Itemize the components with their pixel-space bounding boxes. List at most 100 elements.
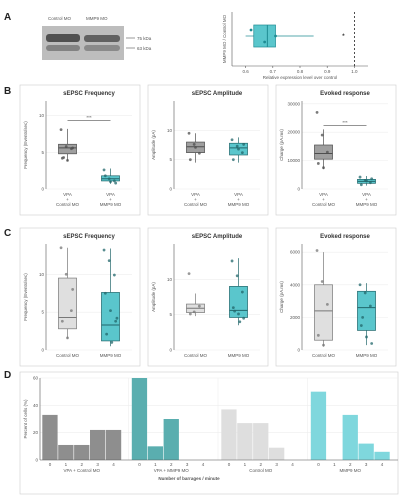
y-axis-label: MMP9 MO / Control MO: [222, 14, 227, 63]
chart-a-expression: 0.6 0.7 0.8 0.9 1.0 Relative expression level…: [222, 12, 368, 80]
data-point: [114, 319, 118, 323]
x-tick-label: 0: [138, 462, 141, 467]
blot-band-mmp9-75: [84, 35, 120, 42]
data-point: [194, 145, 197, 149]
significance-stars: ***: [342, 120, 348, 125]
y-tick-label: 10000: [287, 158, 300, 163]
data-point: [316, 333, 320, 337]
bar: [105, 429, 122, 460]
box-iqr: [58, 277, 77, 330]
y-axis-label: Frequency (Events/sec): [23, 273, 28, 321]
data-point: [109, 309, 112, 313]
x-category-label: MMP9 MO: [356, 202, 378, 207]
x-tick-label: 2: [80, 462, 83, 467]
data-point: [361, 315, 365, 319]
chart-c-frequency: sEPSC Frequency 0 5 10 Frequency (Events/sec…: [19, 227, 141, 367]
data-point: [64, 272, 68, 276]
x-category-label: VPA: [191, 192, 200, 197]
blot-band-mmp9-63: [84, 45, 120, 51]
bar: [269, 447, 285, 460]
x-category-label: VPA: [362, 192, 371, 197]
data-point: [237, 147, 240, 151]
x-category-label: +: [194, 197, 197, 202]
data-point: [235, 274, 239, 278]
data-point: [231, 306, 235, 309]
x-tick-label: 3: [275, 462, 278, 467]
data-point: [188, 158, 192, 162]
y-tick-label: 2000: [290, 315, 301, 320]
x-tick-label: 1: [333, 462, 336, 467]
x-tick-label: 4: [202, 462, 205, 467]
data-point: [69, 309, 73, 313]
x-category-label: VPA: [319, 192, 328, 197]
panel-frame: [275, 227, 397, 367]
panel-label-b: B: [4, 86, 11, 97]
data-point: [66, 336, 69, 340]
data-point: [197, 304, 201, 308]
y-tick-label: 5: [41, 310, 44, 315]
data-point: [240, 290, 244, 294]
y-tick-label: 0: [297, 187, 300, 192]
x-category-label: VPA: [63, 192, 72, 197]
panel-frame: [19, 84, 141, 216]
significance-star: *: [342, 34, 345, 40]
x-tick-label: 0: [228, 462, 231, 467]
data-point: [192, 143, 196, 146]
x-tick-label: 0: [317, 462, 320, 467]
data-point: [359, 324, 363, 327]
box-iqr: [58, 143, 77, 155]
data-point: [59, 128, 63, 132]
data-point: [359, 183, 363, 187]
x-category-label: MMP9 MO: [100, 353, 122, 358]
x-category-label: +: [322, 197, 325, 202]
marker-label-75: 75 kDa: [137, 36, 152, 41]
bar: [342, 414, 358, 460]
x-tick-label: 1: [65, 462, 68, 467]
x-category-label: Control MO: [312, 202, 336, 207]
blot-band-control-63: [46, 45, 80, 51]
blot-lane-label-control: Control MO: [48, 16, 72, 21]
bar: [42, 414, 58, 460]
x-tick-label: 0.7: [270, 69, 277, 74]
x-tick-label: 4: [112, 462, 115, 467]
data-point: [316, 162, 320, 165]
bar: [310, 391, 327, 460]
data-point: [64, 145, 68, 148]
box-iqr: [357, 290, 376, 331]
y-tick-label: 4000: [290, 282, 301, 287]
y-tick-label: 5: [41, 150, 44, 155]
data-point: [325, 150, 329, 154]
data-point: [107, 177, 111, 181]
data-point: [233, 309, 237, 313]
data-point: [102, 248, 106, 252]
y-axis-label: Charge (pA.ms): [279, 281, 284, 313]
data-point: [370, 177, 374, 181]
y-tick-label: 10: [39, 113, 45, 118]
y-tick-label: 0: [169, 187, 172, 192]
y-tick-label: 5: [169, 312, 172, 317]
data-point: [112, 273, 116, 277]
chart-title: sEPSC Frequency: [63, 91, 115, 97]
chart-title: sEPSC Amplitude: [192, 91, 243, 97]
y-tick-label: 0: [41, 348, 44, 353]
x-category-label: MMP9 MO: [100, 202, 122, 207]
panel-frame: [147, 84, 269, 216]
group-label: VPA + MMP9 MO: [154, 468, 190, 473]
data-point: [365, 179, 368, 183]
data-point: [231, 158, 235, 162]
x-category-label: +: [66, 197, 69, 202]
data-point: [107, 259, 111, 263]
x-axis-label: Relative expression level over control: [263, 75, 338, 80]
x-tick-label: 1: [154, 462, 157, 467]
panel-label-c: C: [4, 228, 11, 239]
x-tick-label: 4: [381, 462, 384, 467]
bar: [253, 423, 269, 460]
x-tick-label: 3: [186, 462, 189, 467]
data-point: [230, 138, 234, 142]
x-category-label: Control MO: [312, 353, 336, 358]
x-tick-label: 0.8: [297, 69, 304, 74]
data-point: [365, 335, 368, 339]
chart-c-amplitude: sEPSC Amplitude 0 5 10 Amplitude (pA) Control…: [147, 227, 269, 367]
data-point: [242, 143, 246, 146]
x-category-label: MMP9 MO: [228, 353, 250, 358]
